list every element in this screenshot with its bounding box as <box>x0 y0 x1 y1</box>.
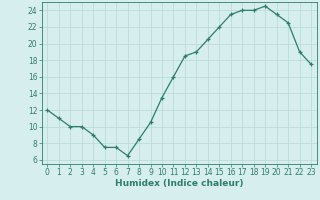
X-axis label: Humidex (Indice chaleur): Humidex (Indice chaleur) <box>115 179 244 188</box>
